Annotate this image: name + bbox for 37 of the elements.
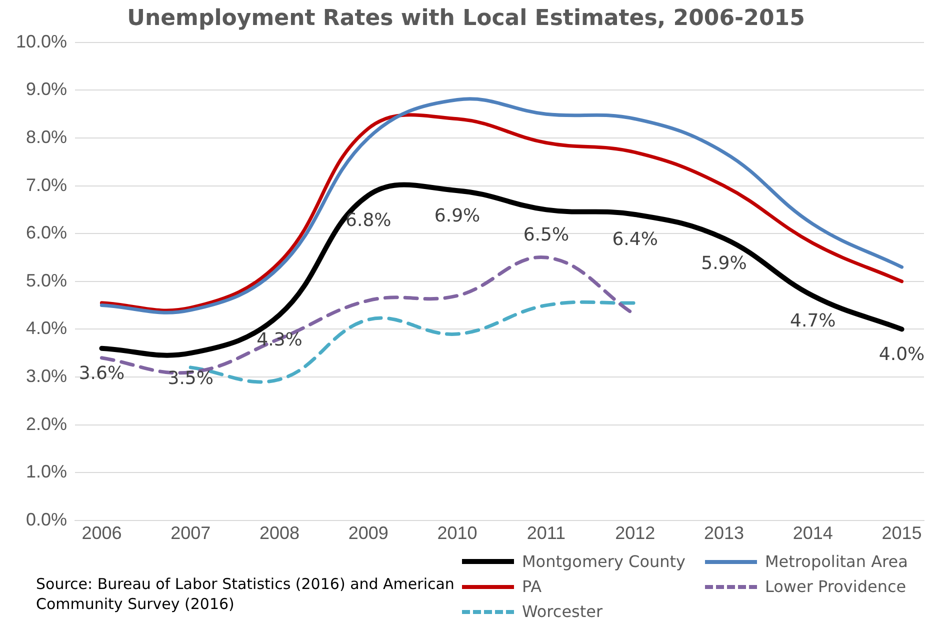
x-tick-label: 2008 [259, 523, 300, 544]
data-label: 5.9% [701, 253, 747, 274]
y-tick-label: 3.0% [26, 366, 68, 386]
data-label: 3.6% [78, 362, 125, 384]
y-tick-label: 8.0% [26, 126, 68, 147]
data-label: 4.0% [878, 344, 925, 365]
x-tick-label: 2010 [437, 523, 478, 544]
y-tick-label: 9.0% [26, 79, 68, 100]
y-tick-label: 0.0% [26, 509, 68, 530]
x-tick-label: 2012 [615, 523, 656, 544]
source-note: Source: Bureau of Labor Statistics (2016) and American Community Survey (2016) [36, 574, 456, 614]
x-tick-label: 2014 [792, 523, 833, 544]
x-tick-label: 2009 [348, 523, 388, 544]
x-tick-label: 2006 [82, 523, 122, 544]
legend-label: Metropolitan Area [765, 552, 908, 571]
chart-title: Unemployment Rates with Local Estimates, 2006-2015 [127, 6, 805, 31]
y-tick-label: 5.0% [26, 270, 68, 290]
data-label: 6.5% [523, 224, 570, 246]
x-tick-label: 2015 [882, 523, 922, 544]
y-tick-label: 6.0% [26, 222, 68, 243]
data-label: 3.5% [168, 368, 214, 389]
data-label: 6.8% [346, 210, 392, 232]
data-label: 6.4% [612, 229, 658, 250]
x-tick-label: 2011 [526, 523, 566, 544]
y-tick-label: 2.0% [26, 414, 68, 434]
data-label: 6.9% [434, 205, 480, 226]
legend-label: PA [522, 577, 542, 596]
legend-label: Lower Providence [765, 577, 906, 596]
y-tick-label: 7.0% [26, 174, 68, 195]
y-tick-label: 10.0% [16, 31, 68, 52]
data-label: 4.7% [790, 310, 836, 332]
y-tick-label: 1.0% [26, 462, 68, 482]
legend-label: Worcester [522, 602, 603, 621]
y-tick-label: 4.0% [26, 318, 68, 338]
x-tick-label: 2013 [704, 523, 744, 544]
legend-label: Montgomery County [522, 552, 686, 571]
x-tick-label: 2007 [170, 523, 211, 544]
